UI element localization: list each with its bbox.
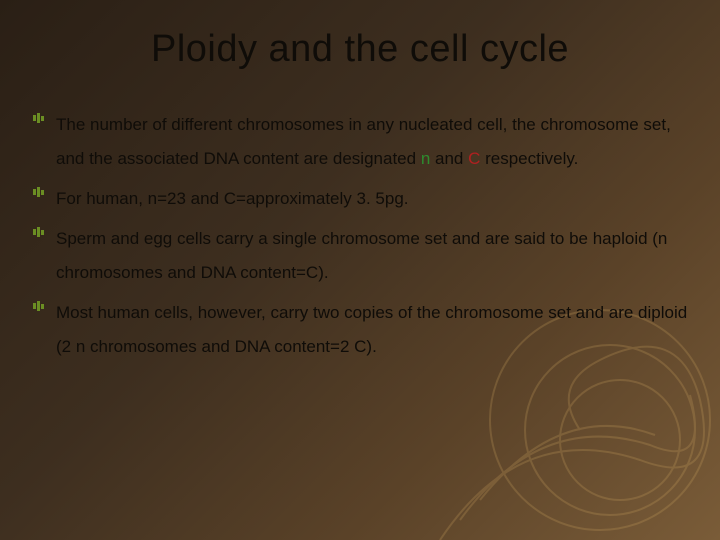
bullet-text: For human, n=23 and C=approximately 3. 5… [56, 182, 409, 216]
bullet-icon [32, 111, 46, 125]
bullet-item: The number of different chromosomes in a… [32, 108, 688, 176]
bullet-item: Sperm and egg cells carry a single chrom… [32, 222, 688, 290]
slide: Ploidy and the cell cycle The number of … [0, 0, 720, 540]
bullet-text: The number of different chromosomes in a… [56, 108, 688, 176]
bullet-text: Sperm and egg cells carry a single chrom… [56, 222, 688, 290]
bullet-item: For human, n=23 and C=approximately 3. 5… [32, 182, 688, 216]
n-symbol: n [421, 149, 430, 168]
bullet-item: Most human cells, however, carry two cop… [32, 296, 688, 364]
bullet-icon [32, 299, 46, 313]
bullet-icon [32, 185, 46, 199]
bullet-text: Most human cells, however, carry two cop… [56, 296, 688, 364]
bullet-list: The number of different chromosomes in a… [32, 108, 688, 370]
bullet-icon [32, 225, 46, 239]
slide-title: Ploidy and the cell cycle [0, 28, 720, 71]
c-symbol: C [468, 149, 480, 168]
